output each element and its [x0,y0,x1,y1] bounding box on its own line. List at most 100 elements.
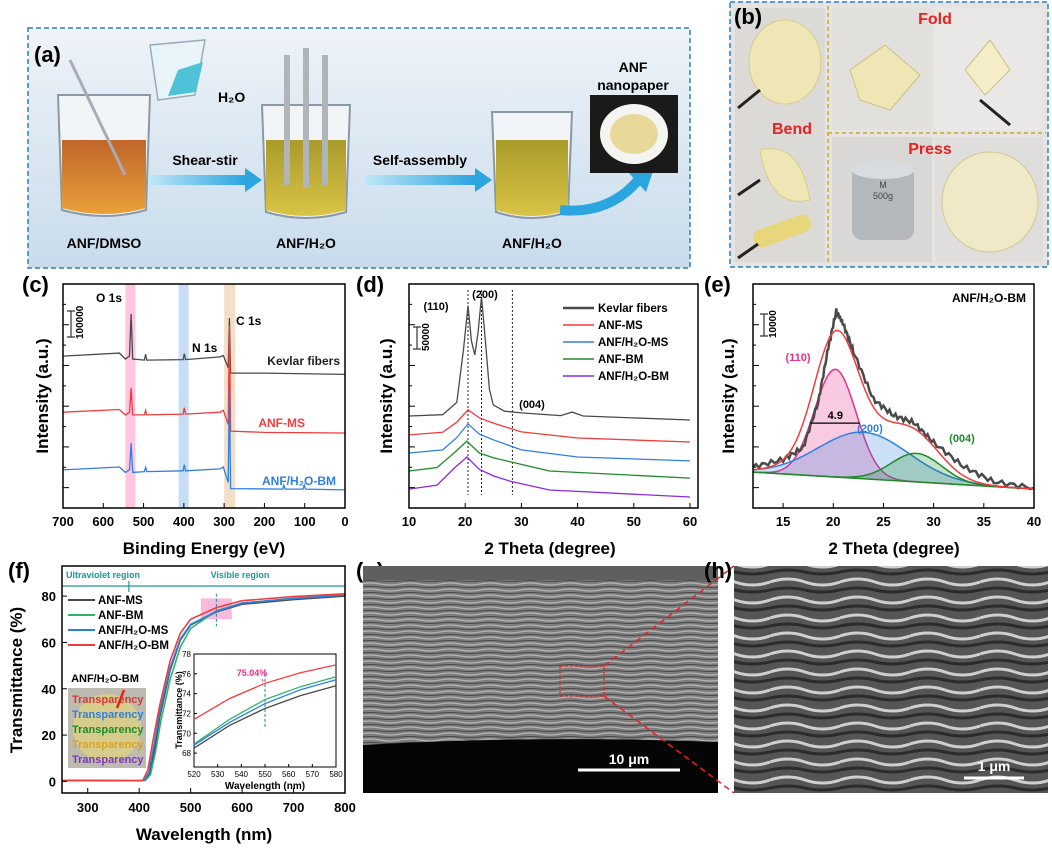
series-label: ANF-MS [258,416,305,430]
beaker-dmso-illustration [56,39,206,217]
panel-g: (g) 10 μm [356,558,718,793]
y-tick-label: 20 [42,728,56,743]
chart-f-xlabel: Wavelength (nm) [136,825,272,844]
chart-e-frame [752,283,1035,509]
legend-label: ANF/H₂O-BM [598,371,669,383]
peak-label: (200) [857,423,883,435]
peak-label: (200) [472,289,498,301]
panel-a: (a) H₂O ANF/DMSO Shear-stir ANF/H₂O Self… [27,27,691,269]
x-tick-label: 35 [977,514,991,529]
transparency-text: Transparency [72,694,144,706]
x-tick-label: 25 [876,514,890,529]
fold-label: Fold [918,11,952,28]
legend-label: ANF-BM [598,354,643,366]
peak-label: O 1s [96,291,122,305]
inset-y-tick-label: 74 [182,690,191,699]
series-line [408,422,691,462]
scale-bar-label-c: 100000 [75,305,86,339]
chart-c-ylabel: Intensity (a.u.) [33,338,52,453]
fwhm-label: 4.9 [828,410,843,422]
x-tick-label: 500 [133,514,155,529]
inset-annotation-arrow [261,678,264,682]
panel-h: (h) 1 μm [603,558,1048,794]
inset-x-tick-label: 520 [187,770,201,779]
y-tick-label: 0 [49,774,56,789]
inset-x-tick-label: 550 [258,770,272,779]
scale-bar-label-d: 50000 [421,323,432,351]
series-line [61,594,346,782]
x-tick-label: 20 [458,514,472,529]
legend-label: ANF/H₂O-BM [98,640,169,652]
x-tick-label: 700 [52,514,74,529]
product-label-line2: nanopaper [597,77,669,93]
x-tick-label: 500 [180,800,202,815]
transparency-text-lines: Transparency Transparency Transparency Tran… [72,694,144,766]
arrow-self-assembly [365,175,475,185]
weight-text-1: M [879,180,887,190]
x-tick-label: 300 [213,514,235,529]
panel-f-label: (f) [8,558,30,583]
peak-fill [753,369,1034,489]
inset-x-tick-label: 570 [306,770,320,779]
transparency-text: Transparency [72,724,144,736]
scale-bar-h-label: 1 μm [978,758,1011,774]
arrow1-label: Shear-stir [172,152,238,168]
x-tick-label: 0 [341,514,348,529]
x-tick-label: 30 [926,514,940,529]
arrow2-label: Self-assembly [373,152,467,168]
y-tick-label: 80 [42,589,56,604]
chart-f-frame [61,565,346,794]
chart-e-xlabel: 2 Theta (degree) [828,539,959,558]
beaker-assembled-illustration [490,111,574,219]
transparency-text: Transparency [72,709,144,721]
peak-label: C 1s [236,314,262,328]
scale-bar-e [760,313,768,337]
x-tick-label: 800 [334,800,356,815]
inset-ylabel: Transmittance (%) [174,671,184,749]
peak-label: (004) [949,433,975,445]
photo-arrow [115,689,126,709]
panel-c-label: (c) [22,272,49,297]
fold-photos [832,8,1043,130]
press-photos [832,137,1043,262]
chart-d-frame [408,283,699,509]
chart-c-frame [62,283,346,509]
x-tick-label: 40 [1027,514,1041,529]
inset-y-tick-label: 78 [182,650,191,659]
peak-label: (110) [423,301,448,313]
legend-label: ANF-MS [598,320,643,332]
chart-d-xlabel: 2 Theta (degree) [484,539,615,558]
inset-annotation: 75.04% [237,668,268,678]
beaker-stirring-illustration [260,48,352,219]
x-tick-label: 15 [776,514,790,529]
photo-label: ANF/H₂O-BM [71,673,139,685]
x-tick-label: 30 [514,514,528,529]
peak-label: N 1s [192,341,218,355]
inset-xlabel: Wavelength (nm) [225,781,305,792]
uv-region-label: Ultraviolet region [66,570,140,580]
inset-y-tick-label: 76 [182,670,191,679]
chart-f-ylabel: Transmittance (%) [7,607,26,753]
x-tick-label: 600 [231,800,253,815]
zoom-region-box [559,665,605,697]
press-label: Press [908,141,952,158]
legend-label: ANF/H₂O-MS [598,337,669,349]
x-tick-label: 40 [570,514,584,529]
transparency-photo [68,688,146,768]
chart-e-ylabel: Intensity (a.u.) [719,338,738,453]
bend-photos [735,8,825,262]
series-line [62,313,346,376]
series-line [408,409,691,443]
inset-x-tick-label: 530 [211,770,225,779]
chart-c-xlabel: Binding Energy (eV) [123,539,285,558]
inset-series-line [193,679,337,746]
sem-magnified-image [734,566,1048,793]
x-tick-label: 50 [627,514,641,529]
series-line [61,593,346,782]
x-tick-label: 200 [254,514,276,529]
peak-fill [753,432,1034,489]
step2-label: ANF/H₂O [276,235,336,251]
raw-data-line [752,308,1035,491]
panel-a-label: (a) [34,42,61,67]
